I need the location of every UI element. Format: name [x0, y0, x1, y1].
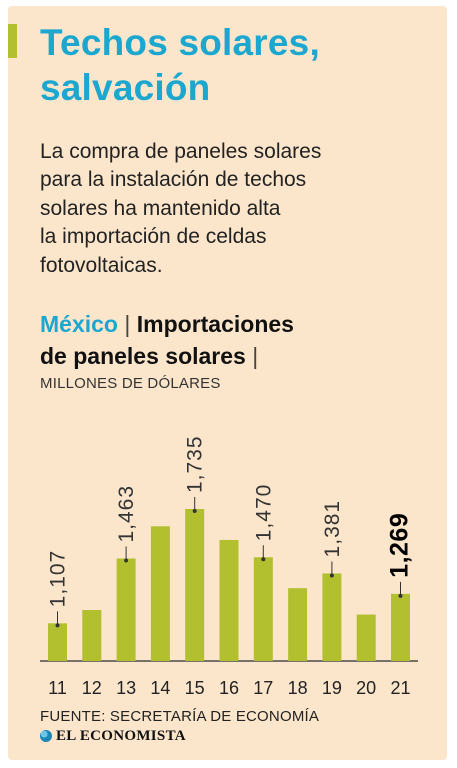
- subtitle-line-1: La compra de paneles solares: [40, 140, 322, 163]
- bar-16: [219, 539, 239, 661]
- data-label-dot-13: [124, 558, 129, 563]
- x-tick-label-13: 13: [116, 678, 136, 698]
- data-label-dot-15: [192, 509, 197, 513]
- x-tick-label-19: 19: [322, 678, 342, 698]
- globe-icon: [40, 730, 52, 742]
- chart-heading-line-1: México | Importaciones: [40, 308, 440, 340]
- source-note: FUENTE: SECRETARÍA DE ECONOMÍA: [40, 708, 320, 725]
- data-label-dot-11: [55, 623, 60, 628]
- subtitle-line-2: para la instalación de techos: [40, 168, 307, 192]
- title-accent-bar: [8, 24, 17, 58]
- chart-heading-line-2: de paneles solares |: [40, 340, 440, 372]
- chart-title-part-1: Importaciones: [136, 311, 294, 337]
- bar-13: [116, 558, 136, 661]
- bar-11: [48, 623, 67, 661]
- page-title: Techos solares, salvación: [40, 20, 320, 110]
- bar-12: [82, 610, 102, 661]
- x-tick-label-21: 21: [390, 678, 410, 698]
- subtitle-line-4: la importación de celdas: [40, 225, 267, 249]
- data-label-17: 1,470: [252, 484, 275, 542]
- x-tick-label-18: 18: [288, 678, 308, 698]
- brand-name: EL ECONOMISTA: [56, 727, 186, 744]
- chart-title-part-2: de paneles solares: [40, 343, 246, 369]
- x-tick-label-20: 20: [356, 678, 376, 698]
- data-label-11: 1,107: [47, 550, 70, 608]
- data-label-15: 1,735: [184, 435, 207, 493]
- bar-14: [150, 526, 170, 661]
- title-line-1: Techos solares,: [40, 22, 320, 63]
- x-tick-label-11: 11: [48, 678, 67, 698]
- x-tick-label-14: 14: [150, 678, 170, 698]
- x-tick-label-17: 17: [253, 678, 273, 698]
- chart-country: México: [40, 311, 118, 337]
- subtitle-line-5: fotovoltaicas.: [40, 253, 163, 277]
- x-tick-label-16: 16: [219, 678, 239, 698]
- x-tick-label-15: 15: [185, 678, 205, 698]
- x-tick-label-12: 12: [82, 678, 102, 698]
- heading-separator: |: [124, 311, 131, 337]
- title-line-2: salvación: [40, 67, 211, 108]
- data-label-13: 1,463: [115, 485, 138, 543]
- bar-15: [185, 509, 205, 661]
- brand-logo: EL ECONOMISTA: [40, 726, 186, 746]
- bar-20: [356, 614, 376, 661]
- data-label-21: 1,269: [386, 513, 414, 578]
- chart-units: MILLONES DE DÓLARES: [40, 375, 221, 392]
- bar-19: [322, 573, 342, 661]
- chart-heading: México | Importaciones de paneles solare…: [40, 308, 440, 372]
- heading-separator-2: |: [252, 343, 259, 369]
- bar-18: [288, 588, 308, 661]
- bar-21: [391, 593, 410, 661]
- data-label-dot-21: [398, 593, 403, 598]
- data-label-19: 1,381: [321, 500, 344, 558]
- bar-17: [253, 557, 273, 661]
- data-label-dot-19: [329, 573, 334, 578]
- subtitle: La compra de paneles solares para la ins…: [40, 138, 410, 280]
- subtitle-line-3: solares ha mantenido alta: [40, 196, 281, 220]
- data-label-dot-17: [261, 557, 266, 562]
